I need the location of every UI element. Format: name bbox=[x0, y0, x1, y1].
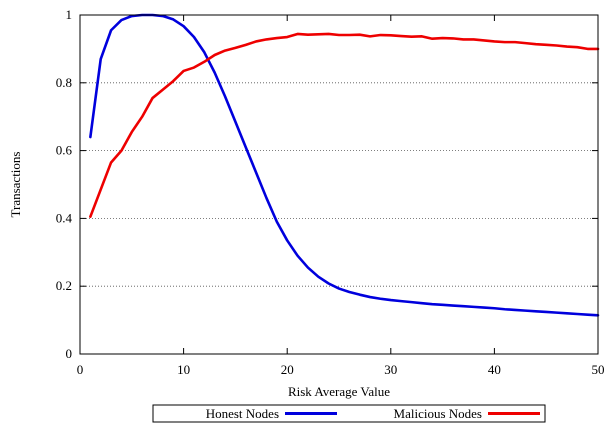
legend: Honest Nodes Malicious Nodes bbox=[152, 404, 546, 423]
series-line-malicious-nodes bbox=[89, 32, 600, 218]
y-tick-label: 0 bbox=[66, 346, 73, 361]
x-tick-label: 30 bbox=[384, 362, 397, 377]
y-tick-label: 0.8 bbox=[56, 75, 72, 90]
x-axis-label: Risk Average Value bbox=[288, 384, 390, 399]
x-tick-label: 40 bbox=[488, 362, 501, 377]
x-tick-label: 20 bbox=[281, 362, 294, 377]
axis-ticks bbox=[79, 14, 599, 355]
y-tick-label: 0.6 bbox=[56, 143, 73, 158]
tick-labels: 00.20.40.60.810 10 20 30 40 50 bbox=[56, 7, 605, 377]
y-axis-label: Transactions bbox=[8, 152, 23, 218]
y-tick-label: 0.4 bbox=[56, 210, 73, 225]
series-layer bbox=[89, 13, 600, 317]
x-tick-label: 0 bbox=[77, 362, 84, 377]
gridlines bbox=[80, 82, 598, 287]
y-tick-label: 1 bbox=[66, 7, 73, 22]
x-tick-label: 50 bbox=[592, 362, 605, 377]
x-tick-label: 10 bbox=[177, 362, 190, 377]
legend-box bbox=[152, 404, 546, 423]
plot-frame bbox=[79, 14, 599, 355]
legend-label-honest-nodes: Honest Nodes bbox=[206, 406, 279, 421]
series-line-honest-nodes bbox=[89, 13, 600, 317]
y-tick-label: 0.2 bbox=[56, 278, 72, 293]
legend-label-malicious-nodes: Malicious Nodes bbox=[394, 406, 482, 421]
